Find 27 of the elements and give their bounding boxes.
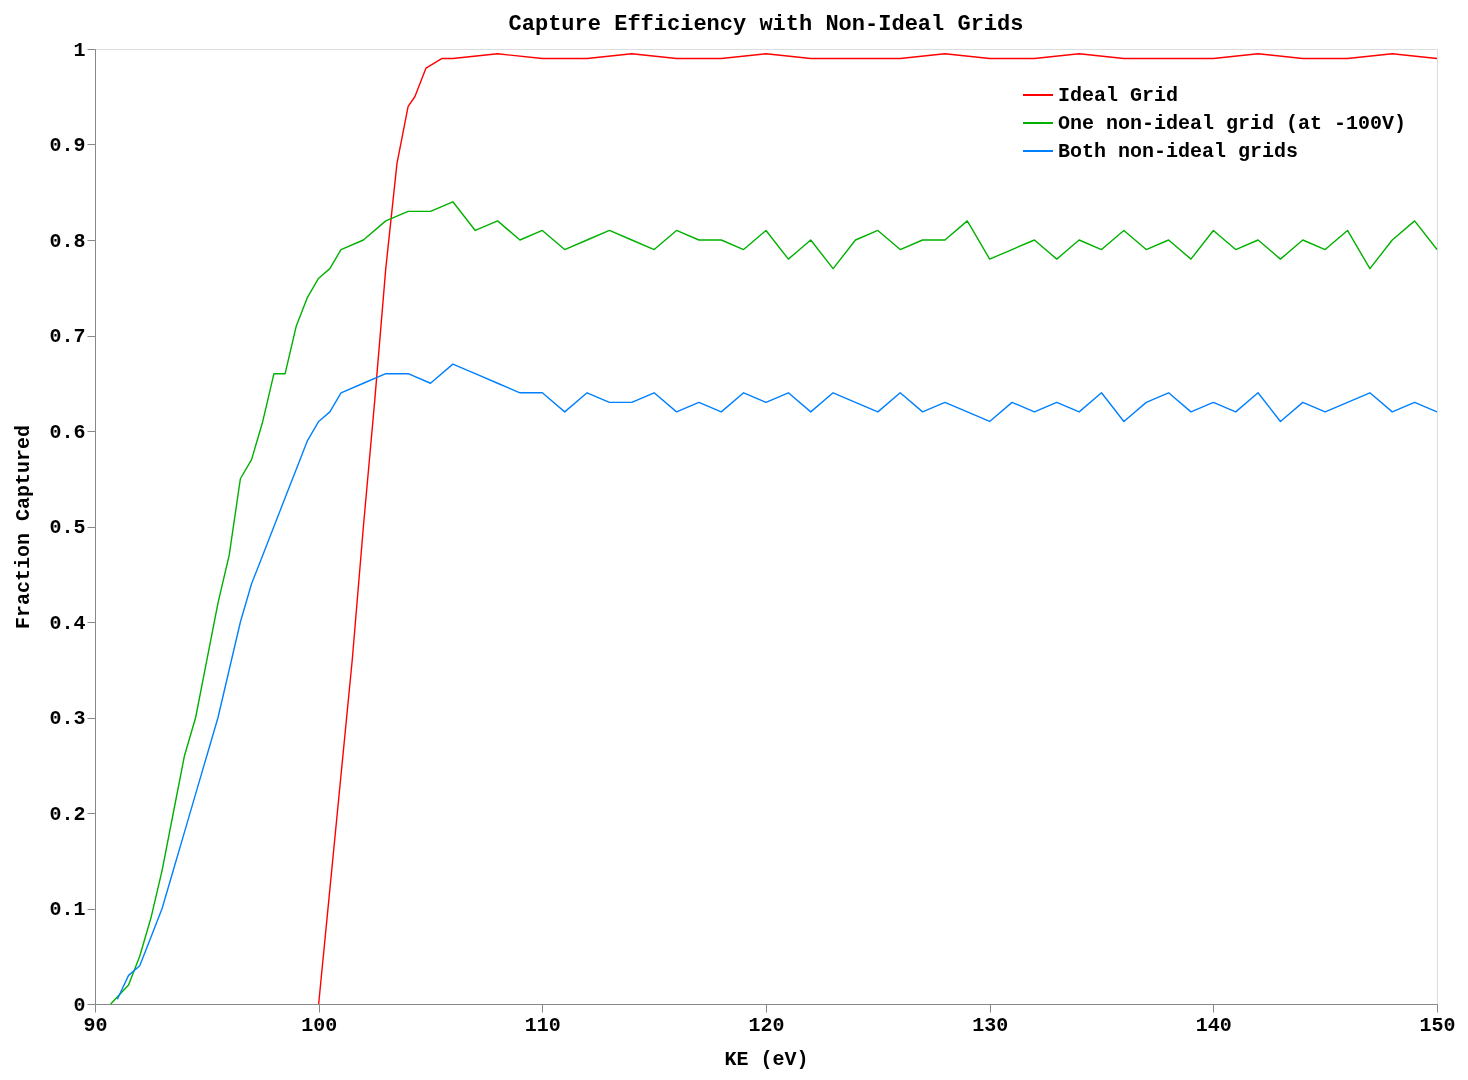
legend-label: One non-ideal grid (at -100V) [1058, 112, 1407, 135]
y-tick-label: 1 [73, 38, 86, 62]
y-tick-label: 0.9 [49, 134, 86, 157]
y-tick-label: 0.1 [49, 898, 86, 921]
y-tick-label: 0.5 [49, 516, 86, 539]
x-tick-label: 100 [301, 1013, 338, 1037]
legend-label: Ideal Grid [1058, 84, 1179, 107]
y-tick-label: 0.8 [49, 229, 86, 253]
x-tick-label: 140 [1195, 1013, 1232, 1037]
line-series [116, 363, 1438, 1000]
x-tick-label: 120 [748, 1013, 785, 1037]
x-tick-label: 150 [1419, 1013, 1456, 1037]
y-axis-title: Fraction Captured [12, 424, 36, 630]
chart-title: Capture Efficiency with Non-Ideal Grids [508, 12, 1024, 37]
y-tick-label: 0.3 [49, 707, 86, 730]
x-tick-label: 110 [524, 1013, 561, 1037]
x-axis-title: KE (eV) [724, 1047, 809, 1071]
x-tick-label: 90 [83, 1013, 108, 1037]
legend-label: Both non-ideal grids [1058, 140, 1299, 163]
line-series [317, 53, 1438, 1005]
y-tick-label: 0.6 [49, 420, 86, 444]
y-tick-label: 0.4 [49, 611, 86, 635]
x-tick-label: 130 [972, 1013, 1009, 1037]
y-tick-label: 0 [73, 993, 86, 1017]
line-series [109, 201, 1438, 1005]
y-tick-label: 0.2 [49, 802, 86, 826]
y-tick-label: 0.7 [49, 325, 86, 348]
